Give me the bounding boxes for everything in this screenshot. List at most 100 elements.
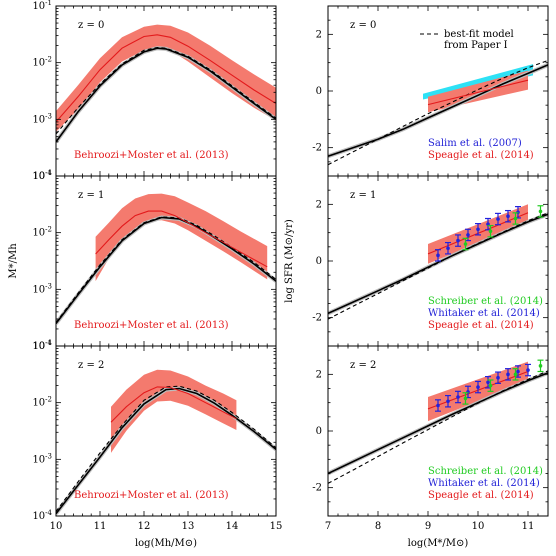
obs-band bbox=[56, 24, 276, 132]
y-tick-label: 10-3 bbox=[32, 112, 52, 125]
whitaker-point bbox=[455, 390, 461, 404]
redshift-label: z = 0 bbox=[78, 20, 104, 31]
x-tick-label: 14 bbox=[226, 521, 239, 532]
whitaker-point bbox=[435, 249, 441, 262]
plot-area bbox=[328, 59, 548, 166]
y-tick-label: 2 bbox=[316, 199, 322, 210]
paper1-dashed-line bbox=[328, 59, 548, 166]
plot-area bbox=[328, 204, 548, 320]
y-tick-label: 2 bbox=[316, 369, 322, 380]
x-tick-label: 9 bbox=[425, 521, 431, 532]
panel-left-top: 10-4 10-3 10-2 10-1 z = 0 Behroozi+Moster et … bbox=[32, 0, 277, 182]
y-tick-label: -2 bbox=[312, 483, 322, 494]
annotation-text: Whitaker et al. (2014) bbox=[428, 308, 540, 319]
annotation-text: Speagle et al. (2014) bbox=[428, 320, 534, 331]
model-line bbox=[328, 372, 548, 475]
x-tick-label: 15 bbox=[270, 521, 283, 532]
plot-area bbox=[56, 24, 276, 144]
whitaker-point bbox=[435, 399, 441, 412]
schreiber-point bbox=[512, 212, 519, 225]
plot-area bbox=[56, 369, 276, 515]
model-line bbox=[328, 64, 548, 157]
x-tick-label: 10 bbox=[50, 521, 63, 532]
y-tick-label: 10-1 bbox=[32, 0, 52, 12]
panel-left-bottom: 10 11 12 13 14 15 10-4 10-3 10-2 10-1 z = 2 Behrooz… bbox=[32, 339, 282, 549]
y-tick-label: 0 bbox=[316, 256, 322, 267]
paper1-dashed-line bbox=[328, 212, 548, 320]
annotation-text: Schreiber et al. (2014) bbox=[428, 466, 543, 477]
x-tick-label: 7 bbox=[325, 521, 331, 532]
annotation-text: Schreiber et al. (2014) bbox=[428, 296, 543, 307]
obs-median-line bbox=[95, 210, 268, 268]
y-tick-label: 0 bbox=[316, 426, 322, 437]
model-line bbox=[56, 216, 276, 324]
whitaker-point bbox=[495, 212, 501, 226]
y-tick-label: 10-4 bbox=[32, 169, 52, 182]
y-tick-label: -2 bbox=[312, 143, 322, 154]
obs-median-line bbox=[110, 386, 237, 423]
x-tick-label: 12 bbox=[138, 521, 151, 532]
annotation-text: Speagle et al. (2014) bbox=[428, 150, 534, 161]
plot-area bbox=[56, 193, 276, 325]
redshift-label: z = 2 bbox=[78, 360, 104, 371]
y-axis-label: M*/Mh bbox=[8, 243, 19, 279]
y-tick-label: 10-3 bbox=[32, 452, 52, 465]
x-tick-label: 11 bbox=[94, 521, 107, 532]
whitaker-point bbox=[495, 371, 501, 384]
annotation-text: Speagle et al. (2014) bbox=[428, 490, 534, 501]
whitaker-point bbox=[475, 223, 481, 236]
obs-band bbox=[111, 369, 237, 453]
model-line bbox=[56, 47, 276, 143]
panel-right-middle: -2 0 2 z = 1 Schreiber et al. (2014)Whitaker… bbox=[284, 175, 549, 347]
redshift-label: z = 0 bbox=[350, 20, 376, 31]
whitaker-point bbox=[525, 363, 531, 377]
annotation-text: Behroozi+Moster et al. (2013) bbox=[74, 490, 229, 501]
legend-label: best-fit model bbox=[444, 29, 514, 40]
whitaker-point bbox=[505, 209, 511, 223]
schreiber-point bbox=[537, 359, 544, 373]
y-tick-label: 10-2 bbox=[32, 56, 52, 69]
axes-frame bbox=[55, 345, 277, 517]
y-tick-label: 10-2 bbox=[32, 226, 52, 239]
panel-right-bottom: 7 8 9 10 11 -2 0 2 z = 2 Schreiber et al. (2014)W… bbox=[312, 345, 549, 549]
x-tick-label: 13 bbox=[182, 521, 195, 532]
annotation-text: Behroozi+Moster et al. (2013) bbox=[74, 150, 229, 161]
plot-area bbox=[328, 359, 548, 484]
paper1-dashed-line bbox=[56, 385, 276, 512]
obs-median-line bbox=[427, 79, 529, 106]
obs-band bbox=[95, 193, 268, 282]
obs-median-line bbox=[56, 34, 276, 123]
paper1-dashed-line bbox=[56, 46, 276, 135]
whitaker-point bbox=[505, 368, 511, 381]
redshift-label: z = 1 bbox=[78, 190, 104, 201]
panel-right-top: -2 0 2 z = 0 Salim et al. (2007)Speagle et a… bbox=[312, 5, 549, 177]
paper1-dashed-line bbox=[328, 370, 548, 484]
schreiber-point bbox=[462, 392, 469, 405]
x-tick-label: 8 bbox=[375, 521, 381, 532]
schreiber-point bbox=[462, 237, 469, 251]
redshift-label: z = 1 bbox=[350, 190, 376, 201]
schreiber-point bbox=[487, 224, 494, 238]
y-axis-label: log SFR (M⊙/yr) bbox=[284, 219, 295, 303]
whitaker-point bbox=[485, 376, 491, 389]
legend-label: from Paper I bbox=[444, 40, 508, 51]
x-axis-label: log(M*/M⊙) bbox=[408, 538, 469, 549]
y-tick-label: 2 bbox=[316, 29, 322, 40]
y-tick-label: 0 bbox=[316, 86, 322, 97]
annotation-text: Whitaker et al. (2014) bbox=[428, 478, 540, 489]
schreiber-point bbox=[487, 379, 494, 392]
whitaker-point bbox=[475, 380, 481, 394]
x-axis-label: log(Mh/M⊙) bbox=[135, 538, 197, 549]
y-tick-label: 10-3 bbox=[32, 282, 52, 295]
y-tick-label: 10-2 bbox=[32, 396, 52, 409]
x-tick-label: 11 bbox=[522, 521, 535, 532]
salim-band bbox=[423, 64, 533, 100]
x-tick-label: 10 bbox=[472, 521, 485, 532]
annotation-text: Salim et al. (2007) bbox=[428, 138, 522, 149]
schreiber-point bbox=[512, 368, 519, 381]
y-tick-label: 10-1 bbox=[32, 339, 52, 352]
y-tick-label: -2 bbox=[312, 313, 322, 324]
whitaker-point bbox=[445, 394, 451, 408]
whitaker-point bbox=[445, 241, 451, 255]
redshift-label: z = 2 bbox=[350, 360, 376, 371]
